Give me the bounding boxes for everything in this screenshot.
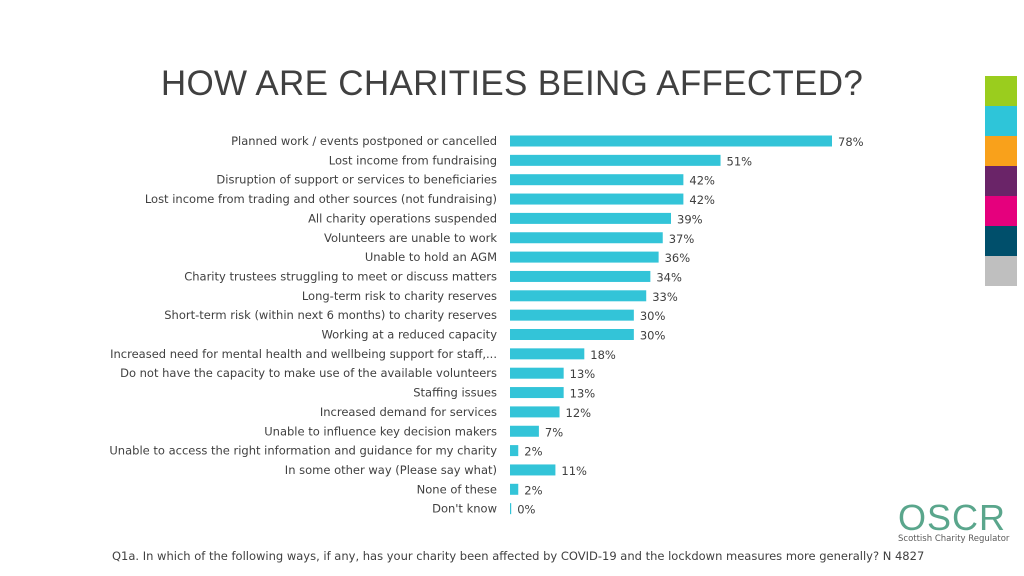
category-label: Charity trustees struggling to meet or d… <box>184 269 497 283</box>
category-label: Increased demand for services <box>320 405 497 419</box>
bar <box>510 387 564 399</box>
bar <box>510 193 684 205</box>
value-labels: 78% 51% 42% 42% 39% 37% 36% 34% 33% 30% 30% 18% 13% 1… <box>517 135 863 517</box>
color-stripe <box>985 256 1017 286</box>
value-label: 13% <box>570 367 596 381</box>
bar <box>510 174 684 186</box>
category-label: Volunteers are unable to work <box>324 231 497 245</box>
value-label: 39% <box>677 212 703 226</box>
bar <box>510 464 556 476</box>
value-label: 42% <box>689 193 715 207</box>
color-stripe <box>985 106 1017 136</box>
category-label: Disruption of support or services to ben… <box>216 173 497 187</box>
category-label: Unable to access the right information a… <box>109 444 497 458</box>
value-label: 37% <box>669 232 695 246</box>
category-label: Working at a reduced capacity <box>321 328 497 342</box>
value-label: 2% <box>524 483 542 497</box>
category-label: Increased need for mental health and wel… <box>110 347 497 361</box>
category-label: Don't know <box>432 502 497 516</box>
bars <box>510 135 832 515</box>
logo-tagline: Scottish Charity Regulator <box>898 534 1010 544</box>
value-label: 18% <box>590 348 616 362</box>
value-label: 78% <box>838 135 864 149</box>
bar <box>510 290 647 302</box>
value-label: 12% <box>566 406 592 420</box>
value-label: 51% <box>727 154 753 168</box>
value-label: 30% <box>640 309 666 323</box>
bar <box>510 251 659 263</box>
value-label: 36% <box>665 251 691 265</box>
category-labels: Planned work / events postponed or cance… <box>109 134 497 516</box>
category-label: Unable to hold an AGM <box>365 250 497 264</box>
category-label: Planned work / events postponed or cance… <box>231 134 497 148</box>
value-label: 34% <box>656 270 682 284</box>
color-stripe <box>985 136 1017 166</box>
bar <box>510 367 564 379</box>
bar <box>510 425 539 437</box>
bar <box>510 154 721 166</box>
color-stripe <box>985 166 1017 196</box>
value-label: 0% <box>517 503 535 517</box>
logo-name: OSCR <box>898 497 1007 538</box>
category-label: All charity operations suspended <box>308 211 497 225</box>
bar <box>510 212 671 224</box>
bar <box>510 270 651 282</box>
oscr-logo: OSCR Scottish Charity Regulator <box>898 497 1010 545</box>
category-label: Lost income from fundraising <box>329 153 497 167</box>
color-stripe <box>985 196 1017 226</box>
bar <box>510 329 634 340</box>
category-label: Do not have the capacity to make use of … <box>120 366 497 380</box>
value-label: 42% <box>689 174 715 188</box>
color-stripe <box>985 226 1017 256</box>
bar <box>510 348 585 360</box>
value-label: 7% <box>545 425 563 439</box>
category-label: Staffing issues <box>413 386 497 400</box>
category-label: In some other way (Please say what) <box>285 463 497 477</box>
bar <box>510 406 560 418</box>
value-label: 13% <box>570 387 596 401</box>
survey-footnote: Q1a. In which of the following ways, if … <box>112 549 925 563</box>
category-label: Unable to influence key decision makers <box>264 424 497 438</box>
value-label: 33% <box>652 290 678 304</box>
value-label: 11% <box>561 464 587 478</box>
category-label: Short-term risk (within next 6 months) t… <box>164 308 497 322</box>
bar <box>510 445 519 457</box>
value-label: 30% <box>640 329 666 343</box>
value-label: 2% <box>524 445 542 459</box>
bar <box>510 503 512 515</box>
category-label: None of these <box>417 482 497 496</box>
bar <box>510 135 832 147</box>
page-title: HOW ARE CHARITIES BEING AFFECTED? <box>160 64 864 103</box>
color-stripe-bar <box>985 76 1017 286</box>
color-stripe <box>985 76 1017 106</box>
category-label: Long-term risk to charity reserves <box>302 289 497 303</box>
category-label: Lost income from trading and other sourc… <box>145 192 497 206</box>
bar <box>510 232 663 244</box>
bar <box>510 483 519 495</box>
bar <box>510 309 634 321</box>
